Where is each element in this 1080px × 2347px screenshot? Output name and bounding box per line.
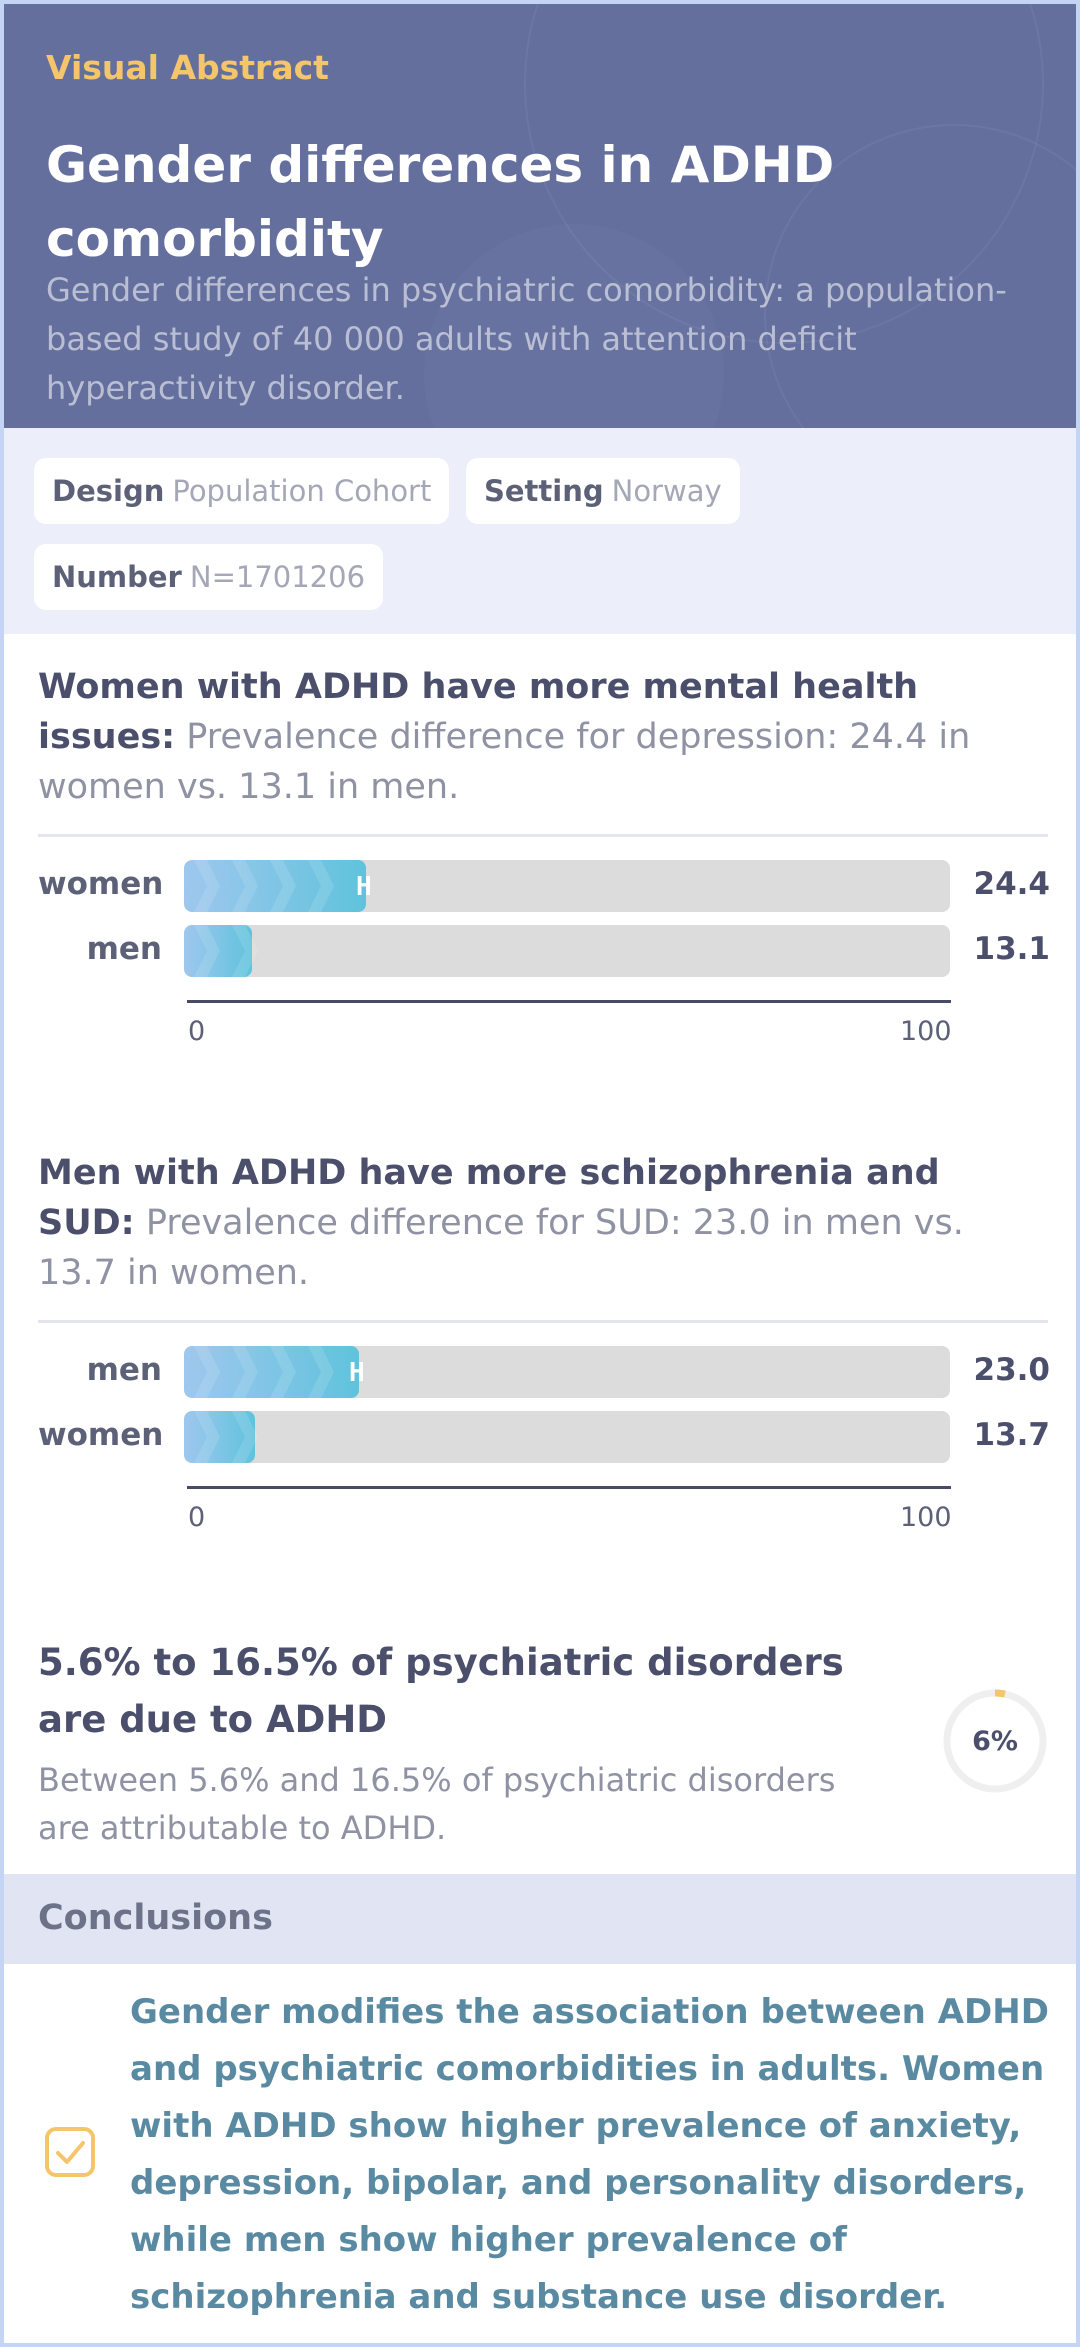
setting-value: Norway	[611, 474, 722, 508]
page-subtitle: Gender differences in psychiatric comorb…	[46, 271, 1007, 407]
bar-track: H	[184, 860, 950, 912]
finding-1-description: Prevalence difference for depression: 24…	[38, 717, 971, 807]
bar-track	[184, 925, 950, 977]
bar-label: men	[86, 1352, 162, 1388]
page-title: Gender differences in ADHD comorbidity	[46, 136, 835, 268]
checkbox-icon	[45, 2127, 95, 2177]
bar-label: women	[38, 866, 164, 902]
bar-fill	[184, 925, 258, 977]
finding-1-headline: Women with ADHD have more mental health …	[38, 667, 919, 757]
bar-label: women	[38, 1417, 164, 1453]
bar-marker: H	[349, 1358, 365, 1388]
donut-label: 6%	[972, 1725, 1018, 1757]
study-info: Design Population Cohort Setting Norway …	[4, 428, 1076, 634]
header: Visual Abstract Gender differences in AD…	[4, 4, 1076, 428]
design-value: Population Cohort	[172, 474, 432, 508]
bar-fill	[184, 860, 366, 912]
finding-card-1: Women with ADHD have more mental health …	[4, 634, 1076, 1112]
finding-card-2: Men with ADHD have more schizophrenia an…	[4, 1120, 1076, 1598]
bar-fill	[184, 1346, 359, 1398]
finding-3-description: Between 5.6% and 16.5% of psychiatric di…	[38, 1761, 836, 1847]
percent-donut	[943, 1689, 1047, 1793]
x-axis	[187, 1486, 951, 1489]
x-tick-max: 100	[900, 1502, 952, 1533]
design-key: Design	[52, 474, 165, 508]
x-tick-min: 0	[188, 1502, 206, 1533]
divider	[38, 1320, 1048, 1323]
bar-value: 24.4	[973, 866, 1051, 902]
bar-track: H	[184, 1346, 950, 1398]
header-kicker: Visual Abstract	[46, 48, 329, 87]
bar-value: 23.0	[973, 1352, 1051, 1388]
number-key: Number	[52, 560, 182, 594]
conclusions-header: Conclusions	[4, 1874, 1076, 1964]
bar-label: men	[86, 931, 162, 967]
bar-fill	[184, 1411, 258, 1463]
setting-key: Setting	[484, 474, 604, 508]
number-value: N=1701206	[189, 560, 366, 594]
conclusions-heading: Conclusions	[38, 1898, 273, 1938]
x-tick-max: 100	[900, 1016, 952, 1047]
number-chip: Number N=1701206	[34, 544, 384, 610]
bar-value: 13.7	[973, 1417, 1051, 1453]
bar-value: 13.1	[973, 931, 1051, 967]
finding-2-description: Prevalence difference for SUD: 23.0 in m…	[38, 1203, 964, 1293]
finding-3-headline: 5.6% to 16.5% of psychiatric disorders a…	[38, 1641, 844, 1741]
conclusions-text: Gender modifies the association between …	[130, 1992, 1049, 2317]
design-chip: Design Population Cohort	[34, 458, 450, 524]
finding-1-text: Women with ADHD have more mental health …	[38, 662, 1038, 812]
setting-chip: Setting Norway	[466, 458, 740, 524]
finding-2-headline: Men with ADHD have more schizophrenia an…	[38, 1153, 940, 1243]
divider	[38, 834, 1048, 837]
bar-marker: H	[356, 872, 372, 902]
finding-2-text: Men with ADHD have more schizophrenia an…	[38, 1148, 1038, 1298]
x-tick-min: 0	[188, 1016, 206, 1047]
finding-card-3: 5.6% to 16.5% of psychiatric disorders a…	[4, 1606, 1076, 1868]
bar-track	[184, 1411, 950, 1463]
x-axis	[187, 1000, 951, 1003]
